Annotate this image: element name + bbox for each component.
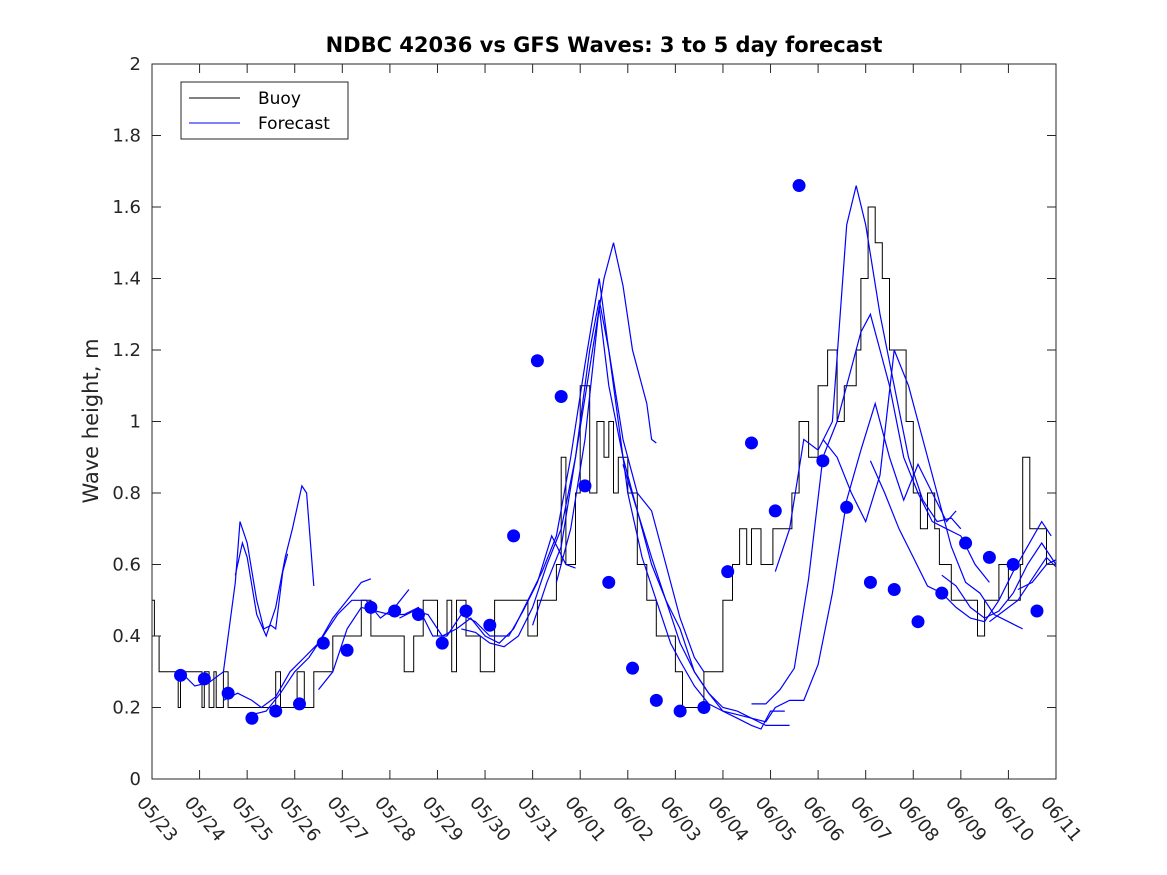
forecast-point bbox=[982, 550, 996, 564]
forecast-series-line bbox=[532, 299, 705, 673]
forecast-point bbox=[435, 636, 449, 650]
legend-label-buoy: Buoy bbox=[258, 89, 301, 109]
forecast-point bbox=[626, 661, 640, 675]
x-tick-label: 06/04 bbox=[703, 793, 752, 846]
forecast-point bbox=[245, 711, 259, 725]
forecast-point bbox=[292, 697, 306, 711]
forecast-point bbox=[816, 454, 830, 468]
legend: Buoy Forecast bbox=[180, 81, 349, 140]
forecast-point bbox=[744, 436, 758, 450]
y-tick-label: 0.4 bbox=[112, 626, 141, 647]
forecast-series-line bbox=[555, 307, 785, 730]
forecast-point bbox=[721, 565, 735, 579]
chart-title: NDBC 42036 vs GFS Waves: 3 to 5 day fore… bbox=[326, 33, 883, 57]
forecast-point bbox=[411, 608, 425, 622]
forecast-series-line bbox=[679, 401, 957, 723]
forecast-series-line bbox=[989, 556, 1056, 623]
x-tick-label: 06/08 bbox=[893, 793, 942, 846]
forecast-series-line bbox=[251, 589, 410, 716]
forecast-point bbox=[649, 693, 663, 707]
forecast-point bbox=[340, 643, 354, 657]
forecast-series-line bbox=[869, 460, 1052, 623]
y-axis-label: Wave height, m bbox=[79, 338, 103, 503]
forecast-point bbox=[554, 389, 568, 403]
legend-box bbox=[180, 81, 349, 140]
forecast-point bbox=[887, 583, 901, 597]
forecast-point bbox=[959, 536, 973, 550]
plot-area: 00.20.40.60.811.21.41.61.8205/2305/2405/… bbox=[112, 54, 1085, 846]
forecast-point bbox=[459, 604, 473, 618]
forecast-series-line bbox=[774, 185, 962, 572]
y-tick-label: 0.6 bbox=[112, 555, 141, 576]
forecast-series-line bbox=[234, 484, 315, 638]
x-tick-label: 06/06 bbox=[798, 793, 847, 846]
forecast-point bbox=[483, 618, 497, 632]
y-tick-label: 0 bbox=[130, 769, 141, 790]
y-tick-label: 1.8 bbox=[112, 126, 141, 147]
forecast-point bbox=[269, 704, 283, 718]
forecast-point bbox=[768, 504, 782, 518]
forecast-point bbox=[792, 179, 806, 193]
forecast-point bbox=[530, 354, 544, 368]
y-tick-label: 0.8 bbox=[112, 483, 141, 504]
y-tick-label: 0.2 bbox=[112, 698, 141, 719]
x-tick-label: 05/25 bbox=[227, 793, 276, 846]
x-tick-label: 05/30 bbox=[465, 793, 514, 846]
forecast-point bbox=[316, 636, 330, 650]
x-tick-label: 06/07 bbox=[846, 793, 895, 846]
forecast-point bbox=[197, 672, 211, 686]
forecast-point bbox=[221, 686, 235, 700]
x-tick-label: 05/29 bbox=[418, 793, 467, 846]
forecast-point bbox=[911, 615, 925, 629]
x-tick-label: 05/31 bbox=[513, 793, 562, 846]
forecast-point bbox=[578, 479, 592, 493]
forecast-point bbox=[863, 575, 877, 589]
x-tick-label: 06/03 bbox=[656, 793, 705, 846]
x-tick-label: 06/05 bbox=[751, 793, 800, 846]
forecast-point bbox=[364, 600, 378, 614]
forecast-series-line bbox=[1017, 559, 1056, 591]
x-tick-label: 06/01 bbox=[560, 793, 609, 846]
forecast-point bbox=[673, 704, 687, 718]
forecast-series-line bbox=[399, 278, 681, 662]
y-tick-label: 2 bbox=[130, 54, 141, 75]
forecast-point bbox=[1030, 604, 1044, 618]
x-tick-label: 05/26 bbox=[275, 793, 324, 846]
forecast-series-line bbox=[223, 578, 372, 709]
forecast-point bbox=[388, 604, 402, 618]
x-tick-label: 06/02 bbox=[608, 793, 657, 846]
x-tick-label: 05/23 bbox=[132, 793, 181, 846]
y-tick-label: 1.4 bbox=[112, 269, 141, 290]
forecast-point bbox=[174, 668, 188, 682]
y-tick-label: 1 bbox=[130, 412, 141, 433]
forecast-point bbox=[1006, 558, 1020, 571]
x-tick-label: 06/11 bbox=[1036, 793, 1085, 846]
forecast-point bbox=[935, 586, 949, 600]
y-tick-label: 1.6 bbox=[112, 197, 141, 218]
x-tick-label: 05/28 bbox=[370, 793, 419, 846]
legend-label-forecast: Forecast bbox=[258, 114, 330, 134]
y-tick-label: 1.2 bbox=[112, 340, 141, 361]
forecast-series-line bbox=[822, 349, 1023, 630]
forecast-point bbox=[602, 575, 616, 589]
x-tick-label: 05/27 bbox=[322, 793, 371, 846]
x-tick-label: 06/10 bbox=[989, 793, 1038, 846]
forecast-series-line bbox=[622, 464, 790, 727]
forecast-point bbox=[507, 529, 521, 543]
forecast-series-line bbox=[941, 541, 1056, 619]
forecast-point bbox=[840, 500, 854, 514]
x-tick-label: 06/09 bbox=[941, 793, 990, 846]
forecast-point bbox=[697, 701, 711, 714]
x-tick-label: 05/24 bbox=[180, 793, 229, 846]
